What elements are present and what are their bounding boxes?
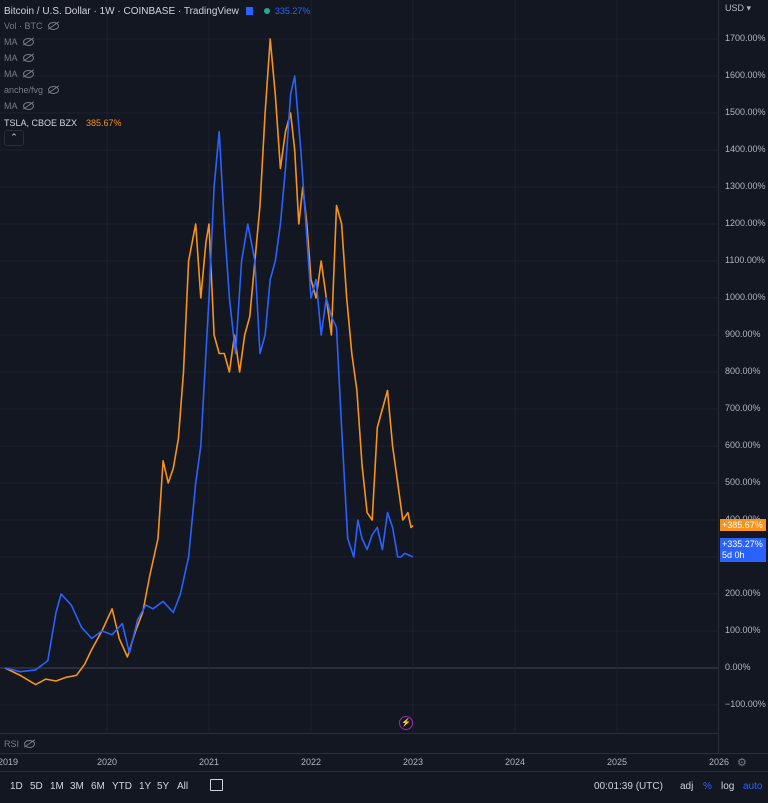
indicator-row[interactable]: anche/fvg [4,82,310,98]
price-tick: 200.00% [725,588,761,598]
price-tick: 1200.00% [725,218,766,228]
utc-clock[interactable]: 00:01:39 (UTC) [594,781,663,792]
price-tick: 800.00% [725,366,761,376]
collapse-legend-button[interactable]: ⌃ [4,130,24,146]
indicator-row[interactable]: MA [4,66,310,82]
indicator-label: MA [4,37,18,47]
bottom-toolbar: 1D 5D 1M 3M 6M YTD 1Y 5Y All 00:01:39 (UTC) adj … [0,771,768,802]
rsi-pane[interactable]: RSI [0,733,718,754]
price-tick: 600.00% [725,440,761,450]
indicator-row[interactable]: Vol · BTC [4,18,310,34]
btc-change: 335.27% [274,6,311,16]
time-tick: 2020 [96,757,118,767]
range-button[interactable]: 5D [30,781,43,792]
price-tick: 700.00% [725,403,761,413]
eye-hidden-icon[interactable] [22,70,34,78]
time-tick: 2023 [402,757,424,767]
log-toggle[interactable]: log [721,781,735,792]
indicator-label: anche/fvg [4,85,44,95]
btc-series-line [4,75,414,673]
indicator-row[interactable]: MA [4,98,310,114]
price-tick: 1400.00% [725,144,766,154]
indicator-label: Vol · BTC [4,21,43,31]
price-tick: 900.00% [725,329,761,339]
adj-toggle[interactable]: adj [680,781,694,792]
compare-symbol[interactable]: TSLA, CBOE BZX [4,118,78,128]
eye-hidden-icon[interactable] [22,54,34,62]
tsla-series-line [4,38,414,686]
range-button[interactable]: 6M [91,781,105,792]
time-tick: 2026 [708,757,730,767]
range-button[interactable]: 1D [10,781,23,792]
lightning-icon[interactable]: ⚡ [399,716,413,730]
currency-selector[interactable]: USD ▾ [725,3,752,13]
price-tick: 1500.00% [725,107,766,117]
symbol-title[interactable]: Bitcoin / U.S. Dollar · 1W · COINBASE · … [4,5,239,17]
indicator-label: MA [4,69,18,79]
price-tick: 100.00% [725,625,761,635]
flag-icon[interactable] [245,7,253,15]
eye-hidden-icon[interactable] [48,86,60,94]
price-tick: 0.00% [725,662,751,672]
indicator-label: MA [4,101,18,111]
range-button[interactable]: 1M [50,781,64,792]
range-button[interactable]: 3M [70,781,84,792]
time-tick: 2019 [0,757,19,767]
range-button[interactable]: 1Y [139,781,152,792]
price-tick: 1100.00% [725,255,765,265]
range-button[interactable]: YTD [112,781,132,792]
eye-hidden-icon[interactable] [47,22,59,30]
market-status-icon [263,8,270,14]
time-tick: 2022 [300,757,322,767]
percent-toggle[interactable]: % [703,781,712,792]
indicator-label: MA [4,53,18,63]
time-tick: 2025 [606,757,628,767]
chart-area[interactable]: Bitcoin / U.S. Dollar · 1W · COINBASE · … [0,0,718,732]
eye-hidden-icon[interactable] [24,740,36,748]
range-button[interactable]: All [177,781,189,792]
price-chart[interactable] [0,0,718,732]
btc-price-badge: +335.27% 5d 0h [720,538,766,562]
calendar-icon[interactable] [210,779,223,791]
indicator-row[interactable]: MA [4,34,310,50]
indicator-row[interactable]: MA [4,50,310,66]
time-tick: 2024 [504,757,526,767]
auto-toggle[interactable]: auto [743,781,763,792]
time-tick: 2021 [198,757,220,767]
btc-badge-countdown: 5d 0h [722,550,745,560]
eye-hidden-icon[interactable] [22,102,34,110]
tsla-price-badge: +385.67% [720,519,766,531]
price-tick: 1600.00% [725,70,766,80]
btc-badge-value: +335.27% [722,539,763,549]
price-tick: 1700.00% [725,33,766,43]
chart-legend: Bitcoin / U.S. Dollar · 1W · COINBASE · … [4,4,310,131]
price-tick: −100.00% [725,699,766,709]
price-tick: 1000.00% [725,292,766,302]
eye-hidden-icon[interactable] [22,38,34,46]
compare-change: 385.67% [86,118,122,128]
rsi-label[interactable]: RSI [4,739,20,749]
gear-icon[interactable]: ⚙ [737,757,747,769]
price-scale[interactable]: USD ▾ 1700.00% 1600.00% 1500.00% 1400.00% 13… [718,0,768,753]
range-button[interactable]: 5Y [157,781,170,792]
time-axis[interactable]: 2019 2020 2021 2022 2023 2024 2025 2026 ⚙ [0,753,768,770]
price-tick: 1300.00% [725,181,766,191]
price-tick: 500.00% [725,477,761,487]
